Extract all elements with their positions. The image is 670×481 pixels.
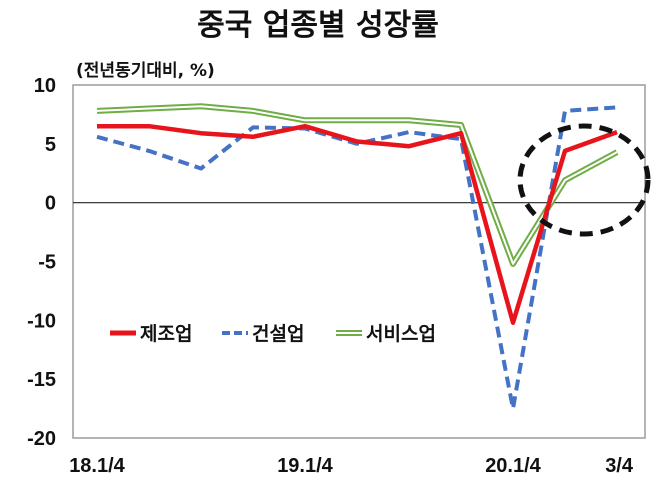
x-axis-ticks: 18.1/4 19.1/4 20.1/4 3/4 xyxy=(69,455,634,477)
y-tick-label: -15 xyxy=(27,369,56,391)
series-line-construction xyxy=(96,105,618,411)
highlight-ellipse xyxy=(517,123,651,237)
chart-title: 중국 업종별 성장률 xyxy=(197,8,439,43)
x-tick-label: 3/4 xyxy=(605,455,634,477)
legend-item-construction: 건설업 xyxy=(222,323,304,345)
plot-area xyxy=(72,84,646,439)
y-tick-label: 5 xyxy=(45,134,56,156)
legend-label: 제조업 xyxy=(140,323,192,345)
y-tick-label: -5 xyxy=(38,252,56,274)
y-tick-label: -10 xyxy=(27,310,56,332)
y-tick-label: -20 xyxy=(27,428,56,450)
legend-label: 건설업 xyxy=(252,323,304,345)
y-tick-label: 0 xyxy=(45,193,56,215)
x-tick-label: 20.1/4 xyxy=(485,455,541,477)
legend-label: 서비스업 xyxy=(366,323,436,345)
legend-item-manufacturing: 제조업 xyxy=(110,323,192,345)
series-line-services-inner xyxy=(96,105,618,265)
x-tick-label: 19.1/4 xyxy=(277,455,333,477)
legend-item-services: 서비스업 xyxy=(336,323,436,345)
legend: 제조업 건설업 서비스업 xyxy=(110,323,436,345)
series-line-manufacturing xyxy=(97,123,618,325)
x-tick-label: 18.1/4 xyxy=(69,455,125,477)
y-tick-label: 10 xyxy=(34,75,56,97)
series-layer xyxy=(96,103,619,411)
unit-label: (전년동기대비, %) xyxy=(76,61,215,81)
y-axis-ticks: 10 5 0 -5 -10 -15 -20 xyxy=(27,75,56,450)
